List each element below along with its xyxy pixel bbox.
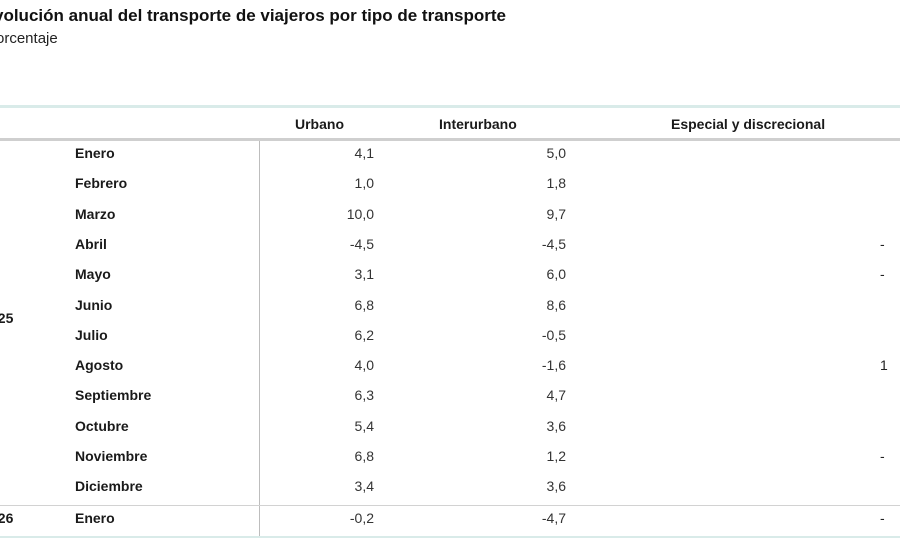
- month-cell: Junio: [75, 296, 113, 313]
- urbano-cell: 6,2: [354, 326, 374, 343]
- urbano-cell: 10,0: [346, 205, 374, 222]
- table-row: Noviembre 6,8 1,2 -: [0, 444, 900, 474]
- column-header-interurbano: Interurbano: [439, 116, 517, 132]
- table-row: Julio 6,2 -0,5: [0, 323, 900, 353]
- month-cell: Abril: [75, 235, 107, 252]
- especial-cell: 1: [880, 357, 888, 374]
- month-cell: Octubre: [75, 417, 129, 434]
- urbano-cell: 1,0: [354, 175, 374, 192]
- interurbano-cell: 9,7: [546, 205, 566, 222]
- especial-cell: -: [880, 448, 885, 464]
- especial-cell: -: [880, 266, 885, 283]
- table-row: Agosto 4,0 -1,6 1: [0, 353, 900, 383]
- column-divider: [259, 141, 260, 538]
- month-cell: Febrero: [75, 175, 128, 192]
- month-cell: Marzo: [75, 205, 116, 222]
- urbano-cell: 4,1: [354, 145, 374, 161]
- year-group-divider: [0, 505, 900, 506]
- urbano-cell: 6,8: [354, 448, 374, 464]
- table-row: Octubre 5,4 3,6: [0, 414, 900, 444]
- table-row: Septiembre 6,3 4,7: [0, 383, 900, 413]
- interurbano-cell: -4,5: [541, 235, 566, 252]
- table-row: Enero 4,1 5,0: [0, 141, 900, 171]
- urbano-cell: -4,5: [349, 235, 374, 252]
- table-bottom-border: [0, 536, 900, 538]
- table-header-row: Urbano Interurbano Especial y discrecion…: [0, 108, 900, 138]
- month-cell: Septiembre: [75, 387, 152, 404]
- urbano-cell: 5,4: [354, 417, 374, 434]
- month-cell: Diciembre: [75, 478, 143, 495]
- interurbano-cell: 8,6: [546, 296, 566, 313]
- year-label-2026: 026: [0, 510, 14, 526]
- month-cell: Agosto: [75, 357, 124, 374]
- urbano-cell: 3,1: [354, 266, 374, 283]
- table-row: Junio 6,8 8,6: [0, 293, 900, 323]
- especial-cell: -: [880, 510, 885, 526]
- urbano-cell: 6,8: [354, 296, 374, 313]
- column-header-urbano: Urbano: [295, 116, 344, 132]
- interurbano-cell: -0,5: [541, 326, 566, 343]
- page-subtitle: orcentaje: [0, 30, 58, 47]
- table-row: Abril -4,5 -4,5 -: [0, 232, 900, 262]
- month-cell: Enero: [75, 510, 115, 526]
- table-row: Marzo 10,0 9,7: [0, 202, 900, 232]
- urbano-cell: 6,3: [354, 387, 374, 404]
- interurbano-cell: 5,0: [546, 145, 566, 161]
- month-cell: Noviembre: [75, 448, 148, 464]
- interurbano-cell: 6,0: [546, 266, 566, 283]
- urbano-cell: 3,4: [354, 478, 374, 495]
- interurbano-cell: 3,6: [546, 478, 566, 495]
- table-row: Febrero 1,0 1,8: [0, 171, 900, 201]
- interurbano-cell: 1,8: [546, 175, 566, 192]
- table-top-border: [0, 105, 900, 108]
- urbano-cell: 4,0: [354, 357, 374, 374]
- month-cell: Julio: [75, 326, 108, 343]
- table-row: Mayo 3,1 6,0 -: [0, 262, 900, 292]
- year-label-2025: 025: [0, 310, 14, 326]
- interurbano-cell: 3,6: [546, 417, 566, 434]
- header-divider: [0, 138, 900, 141]
- table-row: Enero -0,2 -4,7 -: [0, 506, 900, 536]
- month-cell: Mayo: [75, 266, 111, 283]
- column-header-especial: Especial y discrecional: [671, 116, 826, 132]
- month-cell: Enero: [75, 145, 115, 161]
- interurbano-cell: -1,6: [541, 357, 566, 374]
- interurbano-cell: 1,2: [546, 448, 566, 464]
- urbano-cell: -0,2: [349, 510, 374, 526]
- interurbano-cell: 4,7: [546, 387, 566, 404]
- table-row: Diciembre 3,4 3,6: [0, 474, 900, 504]
- especial-cell: -: [880, 235, 885, 252]
- interurbano-cell: -4,7: [541, 510, 566, 526]
- page-title: volución anual del transporte de viajero…: [0, 6, 506, 25]
